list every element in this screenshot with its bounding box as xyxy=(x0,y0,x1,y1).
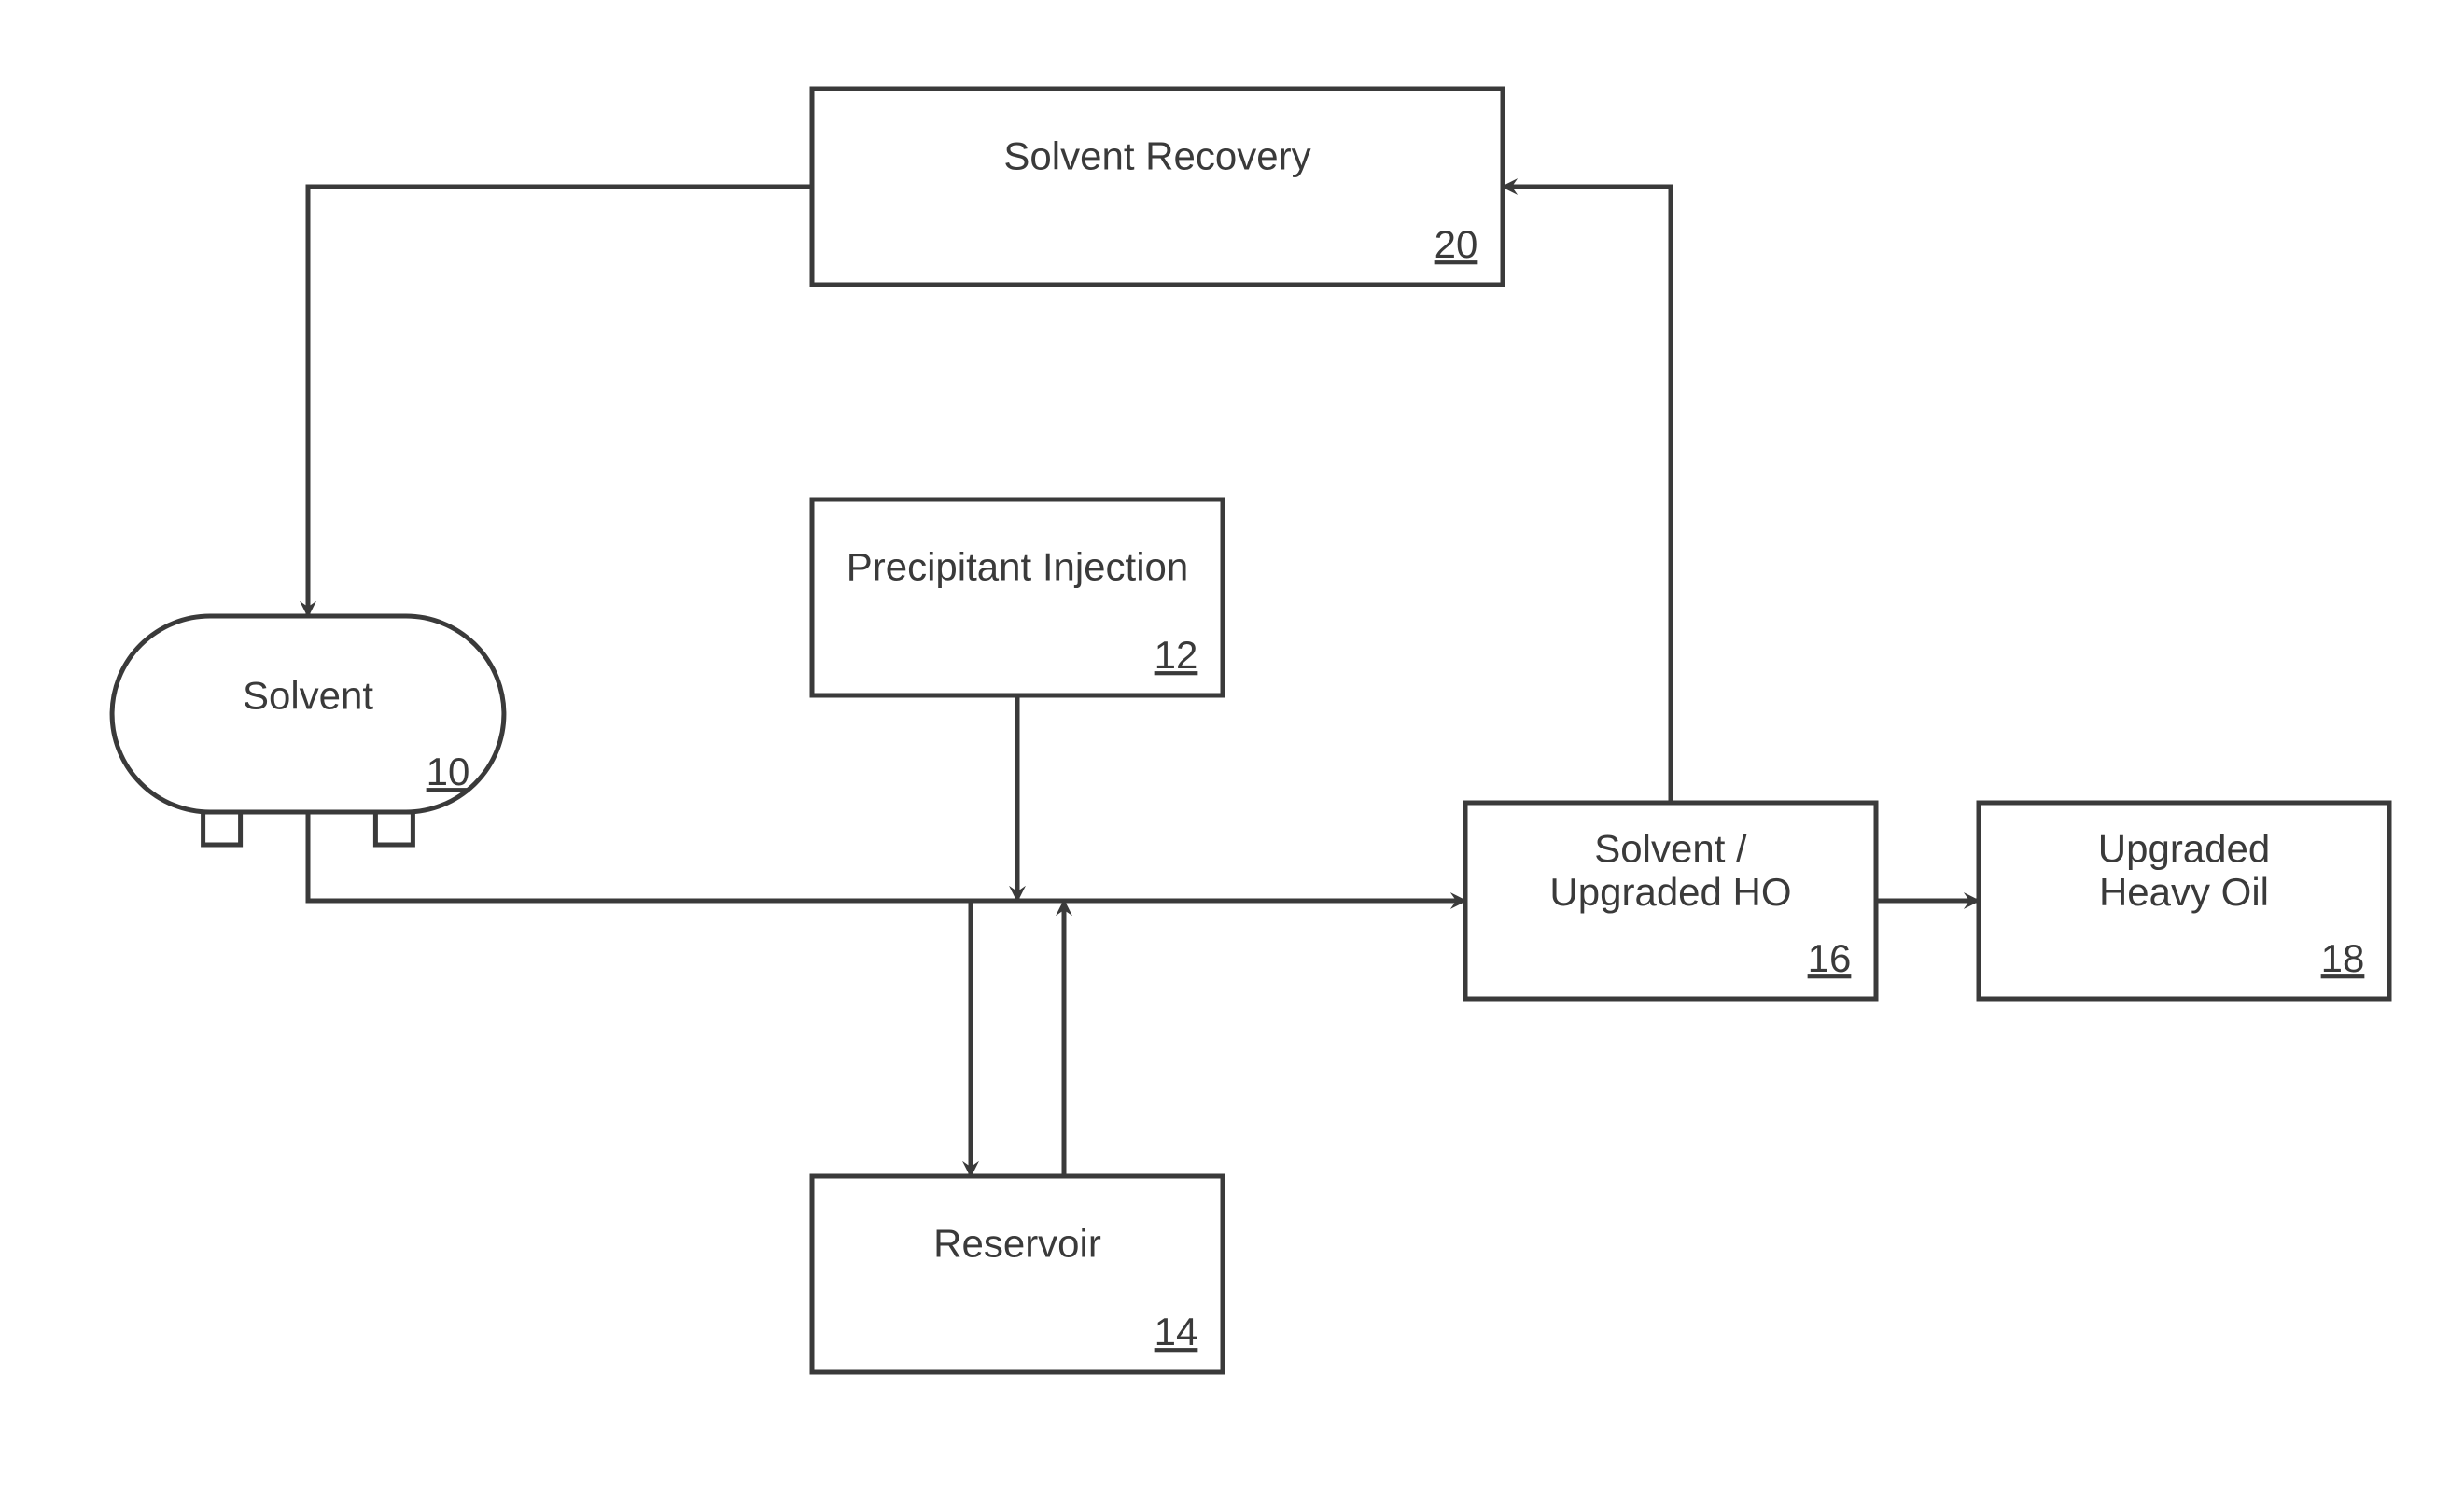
node-reservoir: Reservoir 14 xyxy=(812,1176,1223,1372)
node-refnum-reservoir: 14 xyxy=(1155,1310,1198,1353)
edge-tank_to_bus xyxy=(308,812,1465,901)
node-solvent_recovery: Solvent Recovery 20 xyxy=(812,89,1503,285)
tank-foot xyxy=(203,812,241,845)
node-precipitant: Precipitant Injection 12 xyxy=(812,499,1223,695)
node-label-solvent_tank: Solvent xyxy=(243,673,373,717)
node-label-reservoir: Reservoir xyxy=(933,1222,1101,1266)
node-upgraded_heavy_oil: UpgradedHeavy Oil 18 xyxy=(1979,803,2389,999)
node-solvent_tank: Solvent 10 xyxy=(112,616,504,845)
node-label-solvent_recovery: Solvent Recovery xyxy=(1003,134,1310,178)
node-label-solvent_upgraded-line1: Upgraded HO xyxy=(1549,870,1791,914)
node-label-precipitant: Precipitant Injection xyxy=(847,545,1189,589)
node-solvent_upgraded: Solvent /Upgraded HO 16 xyxy=(1465,803,1876,999)
edge-recovery_to_tank xyxy=(308,187,812,616)
node-refnum-solvent_recovery: 20 xyxy=(1435,222,1478,266)
node-refnum-solvent_tank: 10 xyxy=(427,750,470,793)
tank-foot xyxy=(375,812,413,845)
flowchart-stage: Solvent 10 Precipitant Injection 12 Reservoi… xyxy=(0,0,2464,1486)
node-refnum-solvent_upgraded: 16 xyxy=(1808,936,1852,980)
node-refnum-upgraded_heavy_oil: 18 xyxy=(2321,936,2365,980)
edge-solvupg_to_recovery xyxy=(1503,187,1671,803)
node-refnum-precipitant: 12 xyxy=(1155,633,1198,677)
node-rect-solvent_recovery xyxy=(812,89,1503,285)
node-label-upgraded_heavy_oil-line0: Upgraded xyxy=(2098,827,2270,871)
node-label-upgraded_heavy_oil-line1: Heavy Oil xyxy=(2099,870,2269,914)
node-label-solvent_upgraded-line0: Solvent / xyxy=(1594,827,1747,871)
